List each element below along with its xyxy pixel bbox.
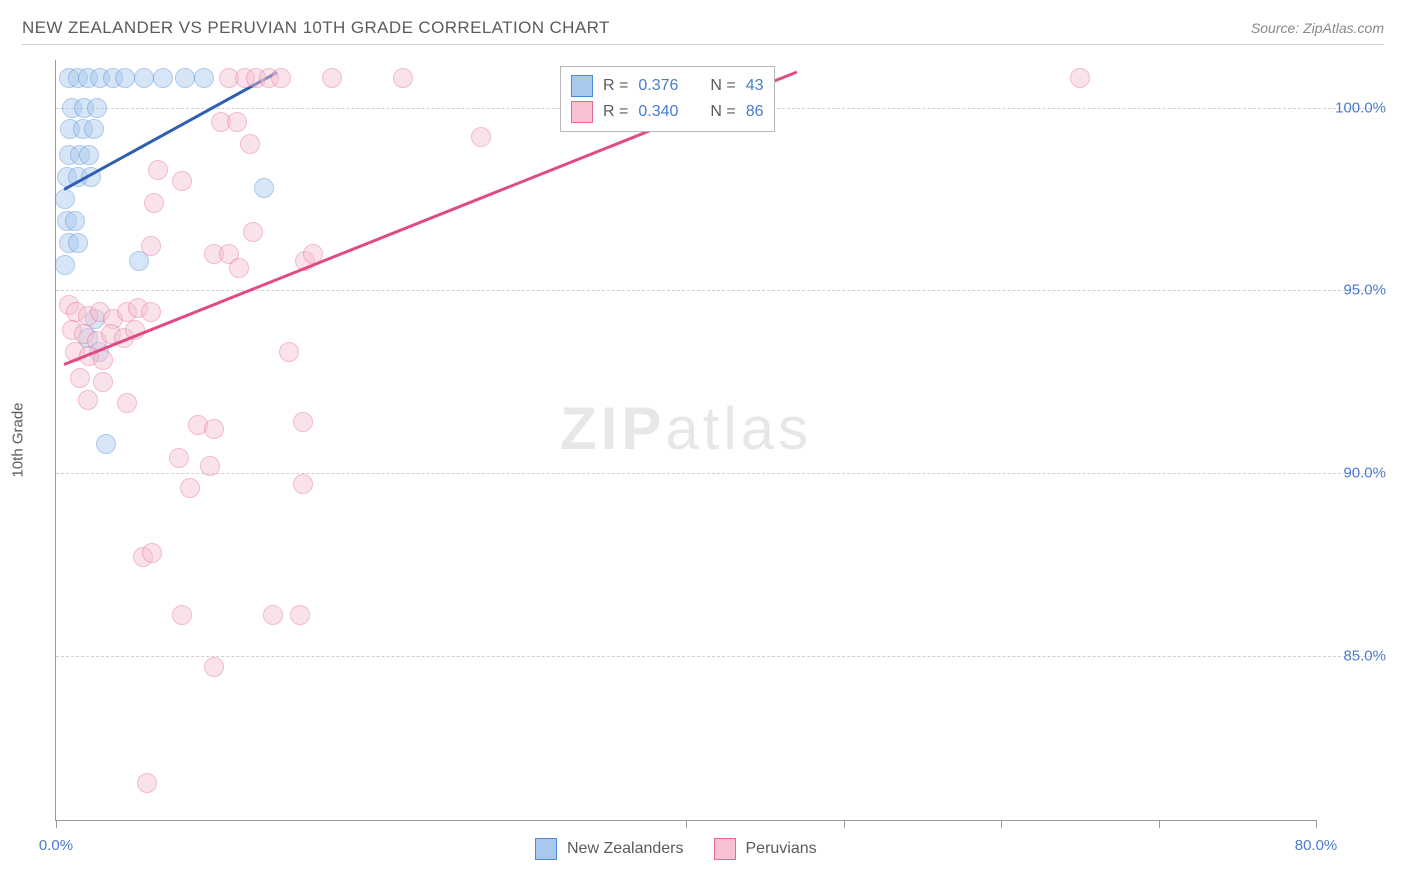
data-point — [87, 98, 107, 118]
data-point — [141, 236, 161, 256]
legend-swatch — [714, 838, 736, 860]
data-point — [68, 233, 88, 253]
legend-swatch — [571, 101, 593, 123]
watermark: ZIPatlas — [560, 394, 812, 463]
data-point — [172, 171, 192, 191]
data-point — [96, 434, 116, 454]
n-label: N = — [710, 77, 735, 95]
gridline — [56, 473, 1376, 474]
x-tick — [1316, 820, 1317, 828]
data-point — [79, 145, 99, 165]
x-tick — [844, 820, 845, 828]
data-point — [194, 68, 214, 88]
y-tick-label: 100.0% — [1326, 99, 1386, 116]
series-legend-label: Peruvians — [746, 840, 817, 858]
data-point — [290, 605, 310, 625]
x-tick — [686, 820, 687, 828]
chart-title: NEW ZEALANDER VS PERUVIAN 10TH GRADE COR… — [22, 18, 610, 38]
data-point — [175, 68, 195, 88]
data-point — [137, 773, 157, 793]
watermark-light: atlas — [665, 395, 812, 462]
data-point — [65, 211, 85, 231]
data-point — [204, 419, 224, 439]
r-value: 0.340 — [638, 103, 678, 121]
x-tick-label: 80.0% — [1295, 837, 1338, 854]
r-label: R = — [603, 77, 628, 95]
data-point — [204, 657, 224, 677]
data-point — [55, 255, 75, 275]
data-point — [142, 543, 162, 563]
y-axis-label: 10th Grade — [10, 402, 27, 477]
data-point — [279, 342, 299, 362]
data-point — [471, 127, 491, 147]
data-point — [322, 68, 342, 88]
legend-swatch — [535, 838, 557, 860]
data-point — [271, 68, 291, 88]
data-point — [172, 605, 192, 625]
series-legend: New Zealanders Peruvians — [535, 836, 817, 862]
data-point — [263, 605, 283, 625]
data-point — [240, 134, 260, 154]
series-legend-item: Peruvians — [714, 836, 817, 862]
stats-legend: R = 0.376 N = 43 R = 0.340 N = 86 — [560, 66, 775, 132]
data-point — [254, 178, 274, 198]
n-value: 86 — [746, 103, 764, 121]
watermark-bold: ZIP — [560, 395, 665, 462]
plot-area: ZIPatlas 85.0%90.0%95.0%100.0%0.0%80.0% — [55, 60, 1316, 821]
data-point — [229, 258, 249, 278]
gridline — [56, 656, 1376, 657]
data-point — [293, 474, 313, 494]
series-legend-label: New Zealanders — [567, 840, 684, 858]
data-point — [243, 222, 263, 242]
data-point — [148, 160, 168, 180]
x-tick — [1001, 820, 1002, 828]
legend-row: R = 0.376 N = 43 — [571, 73, 764, 99]
data-point — [144, 193, 164, 213]
data-point — [93, 372, 113, 392]
x-tick-label: 0.0% — [39, 837, 73, 854]
series-legend-item: New Zealanders — [535, 836, 684, 862]
data-point — [55, 189, 75, 209]
gridline — [56, 290, 1376, 291]
legend-row: R = 0.340 N = 86 — [571, 99, 764, 125]
title-bar: NEW ZEALANDER VS PERUVIAN 10TH GRADE COR… — [22, 18, 1384, 45]
r-value: 0.376 — [638, 77, 678, 95]
chart-container: NEW ZEALANDER VS PERUVIAN 10TH GRADE COR… — [0, 0, 1406, 892]
data-point — [141, 302, 161, 322]
data-point — [227, 112, 247, 132]
data-point — [169, 448, 189, 468]
data-point — [70, 368, 90, 388]
n-label: N = — [710, 103, 735, 121]
data-point — [153, 68, 173, 88]
data-point — [1070, 68, 1090, 88]
data-point — [117, 393, 137, 413]
data-point — [293, 412, 313, 432]
source-label: Source: ZipAtlas.com — [1251, 20, 1384, 36]
data-point — [134, 68, 154, 88]
x-tick — [1159, 820, 1160, 828]
x-tick — [56, 820, 57, 828]
data-point — [78, 390, 98, 410]
data-point — [180, 478, 200, 498]
y-tick-label: 90.0% — [1326, 464, 1386, 481]
y-tick-label: 95.0% — [1326, 282, 1386, 299]
data-point — [84, 119, 104, 139]
r-label: R = — [603, 103, 628, 121]
data-point — [393, 68, 413, 88]
data-point — [200, 456, 220, 476]
data-point — [115, 68, 135, 88]
y-tick-label: 85.0% — [1326, 647, 1386, 664]
legend-swatch — [571, 75, 593, 97]
n-value: 43 — [746, 77, 764, 95]
